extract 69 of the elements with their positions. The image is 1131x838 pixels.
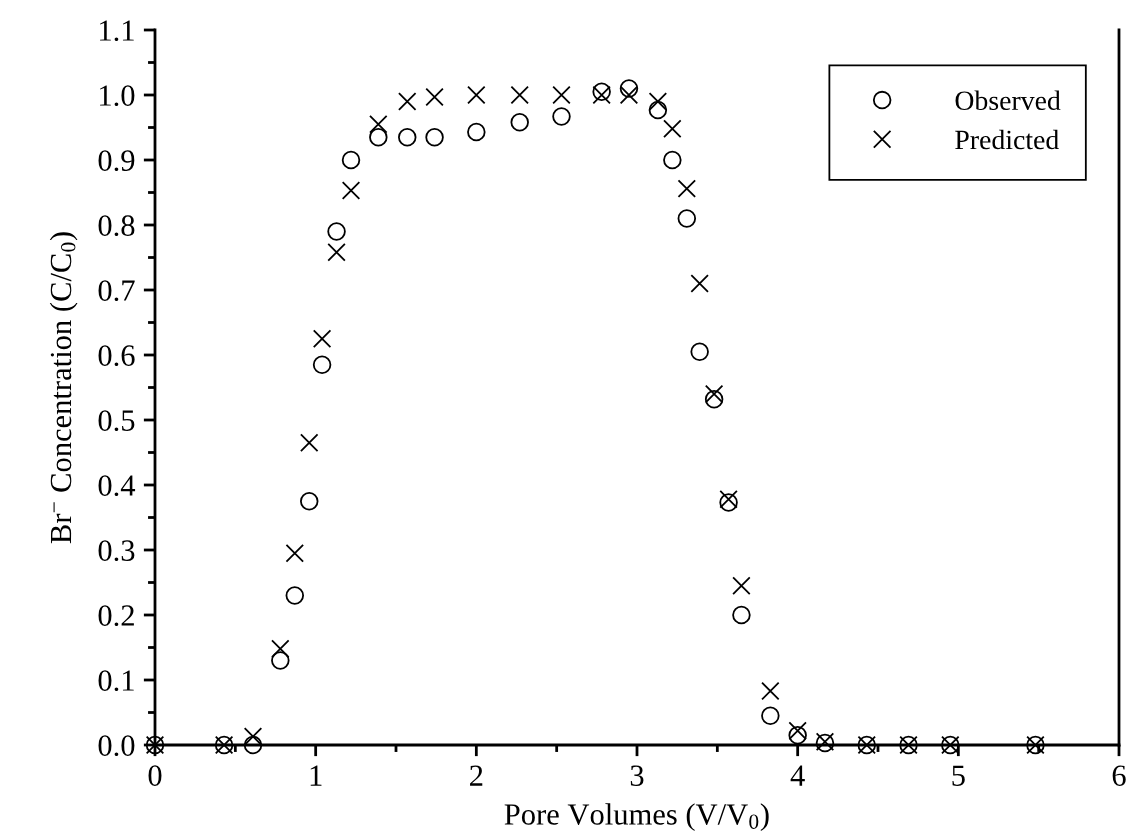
point <box>510 113 529 132</box>
point <box>704 389 724 409</box>
point <box>732 576 751 595</box>
point <box>690 342 709 361</box>
point <box>425 128 444 147</box>
y-tick-label: 0.4 <box>98 475 136 497</box>
point <box>369 128 388 147</box>
point <box>312 329 332 348</box>
y-axis-title: Br$^{−}$ Concentration (C/C$_{0}$) <box>49 232 78 544</box>
point <box>327 243 346 262</box>
point <box>677 179 697 198</box>
point <box>761 681 780 701</box>
y-tick-label: 1.0 <box>100 85 135 107</box>
point <box>341 150 361 170</box>
point <box>788 726 807 745</box>
point <box>677 209 697 228</box>
point <box>467 122 486 142</box>
y-tick-label: 0.7 <box>98 280 135 302</box>
point <box>285 586 305 605</box>
y-tick-label: 0.1 <box>98 670 134 692</box>
point <box>619 85 639 105</box>
y-tick-label: 0.5 <box>98 410 135 432</box>
point <box>312 355 332 374</box>
point <box>648 92 668 111</box>
legend-label: Observed <box>955 90 1061 111</box>
y-tick-label: 0.8 <box>98 215 135 237</box>
point <box>369 115 388 134</box>
y-tick-label: 0.6 <box>98 345 135 367</box>
x-tick-label: 3 <box>630 765 644 786</box>
legend-label: Predicted <box>955 129 1059 150</box>
point <box>592 85 611 105</box>
point <box>327 222 346 241</box>
x-tick-label: 1 <box>310 765 322 786</box>
point <box>788 721 807 740</box>
point <box>690 274 709 293</box>
point <box>425 87 444 107</box>
point <box>271 639 290 659</box>
y-tick-label: 0.3 <box>98 540 135 562</box>
x-tick-label: 6 <box>1112 765 1126 786</box>
point <box>300 433 319 452</box>
point <box>552 107 571 126</box>
point <box>300 492 319 511</box>
point <box>467 85 486 105</box>
x-tick-label: 5 <box>952 765 965 786</box>
point <box>552 85 571 105</box>
point <box>761 706 780 725</box>
point <box>619 79 639 98</box>
point <box>704 384 724 404</box>
point <box>341 181 361 200</box>
x-tick-label: 2 <box>470 765 483 786</box>
point <box>243 735 263 755</box>
y-tick-label: 0.0 <box>98 735 135 757</box>
x-tick-label: 0 <box>148 765 162 786</box>
point <box>663 150 682 170</box>
point <box>732 605 751 625</box>
x-tick-label: 4 <box>790 765 805 786</box>
y-tick-label: 0.2 <box>98 605 134 627</box>
point <box>398 128 417 147</box>
point <box>663 119 682 139</box>
y-tick-label: 1.1 <box>100 20 134 42</box>
x-axis-title: Pore Volumes (V/V$_{0}$) <box>504 803 769 831</box>
point <box>648 100 668 120</box>
point <box>510 85 529 105</box>
point <box>271 651 290 670</box>
point <box>592 82 611 101</box>
y-tick-label: 0.9 <box>98 150 135 172</box>
point <box>285 544 305 563</box>
point <box>398 92 417 111</box>
point <box>243 727 263 746</box>
